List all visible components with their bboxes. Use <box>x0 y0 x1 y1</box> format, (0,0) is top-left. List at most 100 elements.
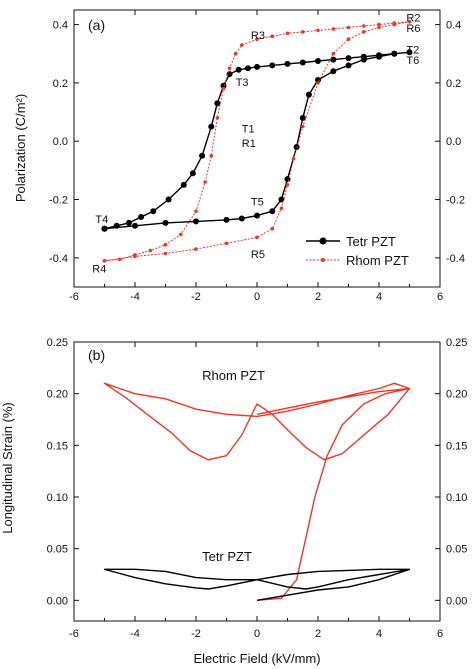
x-tick-label: -6 <box>69 628 79 640</box>
y-tick-label-right: 0.05 <box>446 544 467 556</box>
data-point <box>315 77 321 83</box>
y-tick-label: 0.05 <box>47 544 68 556</box>
legend-rhom-marker <box>321 258 325 262</box>
data-point <box>299 114 306 121</box>
data-point <box>301 124 305 129</box>
y-tick-label-right: -0.4 <box>446 253 465 265</box>
annotation: Rhom PZT <box>202 368 265 383</box>
y-tick-label-right: 0.2 <box>446 78 461 90</box>
data-point <box>330 56 337 63</box>
data-point <box>362 24 366 28</box>
data-point <box>301 30 305 34</box>
data-point <box>180 181 187 188</box>
series-line-1 <box>104 21 410 262</box>
data-point <box>305 91 312 98</box>
y-tick-label: 0.0 <box>53 136 68 148</box>
y-tick-label: 0.4 <box>53 20 68 32</box>
series-line-1 <box>103 568 411 601</box>
panel-a-legend: Tetr PZT Rhom PZT <box>306 234 409 268</box>
x-tick-label: 2 <box>315 628 321 640</box>
data-point <box>162 219 169 226</box>
data-point <box>331 27 336 31</box>
data-point <box>208 123 215 130</box>
data-point <box>360 56 367 63</box>
data-point <box>254 212 260 219</box>
data-point <box>315 58 321 64</box>
x-tick-label: -6 <box>69 291 79 303</box>
data-point <box>254 63 260 70</box>
data-point <box>244 65 251 72</box>
panel-b-xlabel: Electric Field (kV/mm) <box>193 651 320 666</box>
data-point <box>133 254 137 259</box>
annotation: Tetr PZT <box>202 549 252 564</box>
y-tick-label: 0.00 <box>47 595 68 607</box>
data-point <box>285 31 290 36</box>
data-point <box>362 30 366 34</box>
x-tick-label: 0 <box>254 291 260 303</box>
annotation: T6 <box>406 55 419 67</box>
data-point <box>269 208 276 215</box>
data-point <box>279 206 284 211</box>
data-point <box>377 25 381 30</box>
x-tick-label: 6 <box>437 291 443 303</box>
data-point <box>179 232 183 237</box>
annotation: R5 <box>251 249 265 261</box>
panel-a-label: (a) <box>88 17 105 33</box>
y-tick-label: 0.15 <box>47 440 68 452</box>
x-tick-label: 2 <box>315 291 321 303</box>
data-point <box>376 53 382 60</box>
y-tick-label: -0.4 <box>49 253 68 265</box>
x-tick-label: -2 <box>191 628 201 640</box>
x-tick-label: 4 <box>376 628 382 640</box>
data-point <box>194 247 198 251</box>
data-point <box>189 170 196 177</box>
data-point <box>345 55 352 62</box>
data-point <box>345 62 352 69</box>
annotation: R6 <box>406 23 420 35</box>
legend-tetr-label: Tetr PZT <box>346 234 396 249</box>
y-tick-label: 0.20 <box>47 389 68 401</box>
data-point <box>291 156 296 161</box>
data-point <box>199 152 206 159</box>
data-point <box>138 214 145 220</box>
data-point <box>316 81 320 85</box>
data-point <box>214 100 221 107</box>
panel-a-x-ticks: -6 -4 -2 0 2 4 6 <box>69 10 443 303</box>
data-point <box>346 25 351 30</box>
data-point <box>270 226 275 231</box>
data-point <box>330 68 337 75</box>
data-point <box>221 86 226 91</box>
y-tick-label: 0.25 <box>47 337 68 349</box>
panel-b-y-ticks: 0.00 0.00 0.05 0.05 0.10 0.10 0.15 0.15 0.20 0.20… <box>47 337 468 607</box>
panel-b-series <box>103 382 411 601</box>
legend-tetr-marker <box>319 237 327 245</box>
data-point <box>238 215 245 222</box>
data-point <box>125 219 132 226</box>
y-tick-label-right: 0.15 <box>446 440 467 452</box>
data-point <box>215 116 220 120</box>
x-tick-label: -2 <box>191 291 201 303</box>
y-tick-label-right: 0.20 <box>446 389 467 401</box>
annotation: T4 <box>95 214 108 226</box>
data-point <box>150 208 157 215</box>
panel-b-annotations: Rhom PZT Tetr PZT <box>202 368 265 564</box>
data-point <box>224 241 229 246</box>
data-point <box>240 43 244 47</box>
data-point <box>299 59 306 66</box>
annotation: T1 <box>242 124 255 136</box>
data-point <box>223 216 230 223</box>
y-tick-label: 0.2 <box>53 78 68 90</box>
x-tick-label: -4 <box>130 628 140 640</box>
panel-a-polarization: (a) Polarization (C/m²) -6 -4 -2 0 2 4 6 -0.4-… <box>13 9 465 303</box>
annotation: R3 <box>251 30 265 42</box>
y-tick-label: -0.2 <box>49 195 68 207</box>
data-point <box>102 259 107 263</box>
data-point <box>316 28 320 33</box>
annotation: R4 <box>92 263 106 275</box>
legend-rhom-label: Rhom PZT <box>346 253 409 268</box>
data-point <box>233 51 238 56</box>
data-point <box>406 49 413 56</box>
annotation: T3 <box>236 77 249 89</box>
data-point <box>163 242 168 247</box>
